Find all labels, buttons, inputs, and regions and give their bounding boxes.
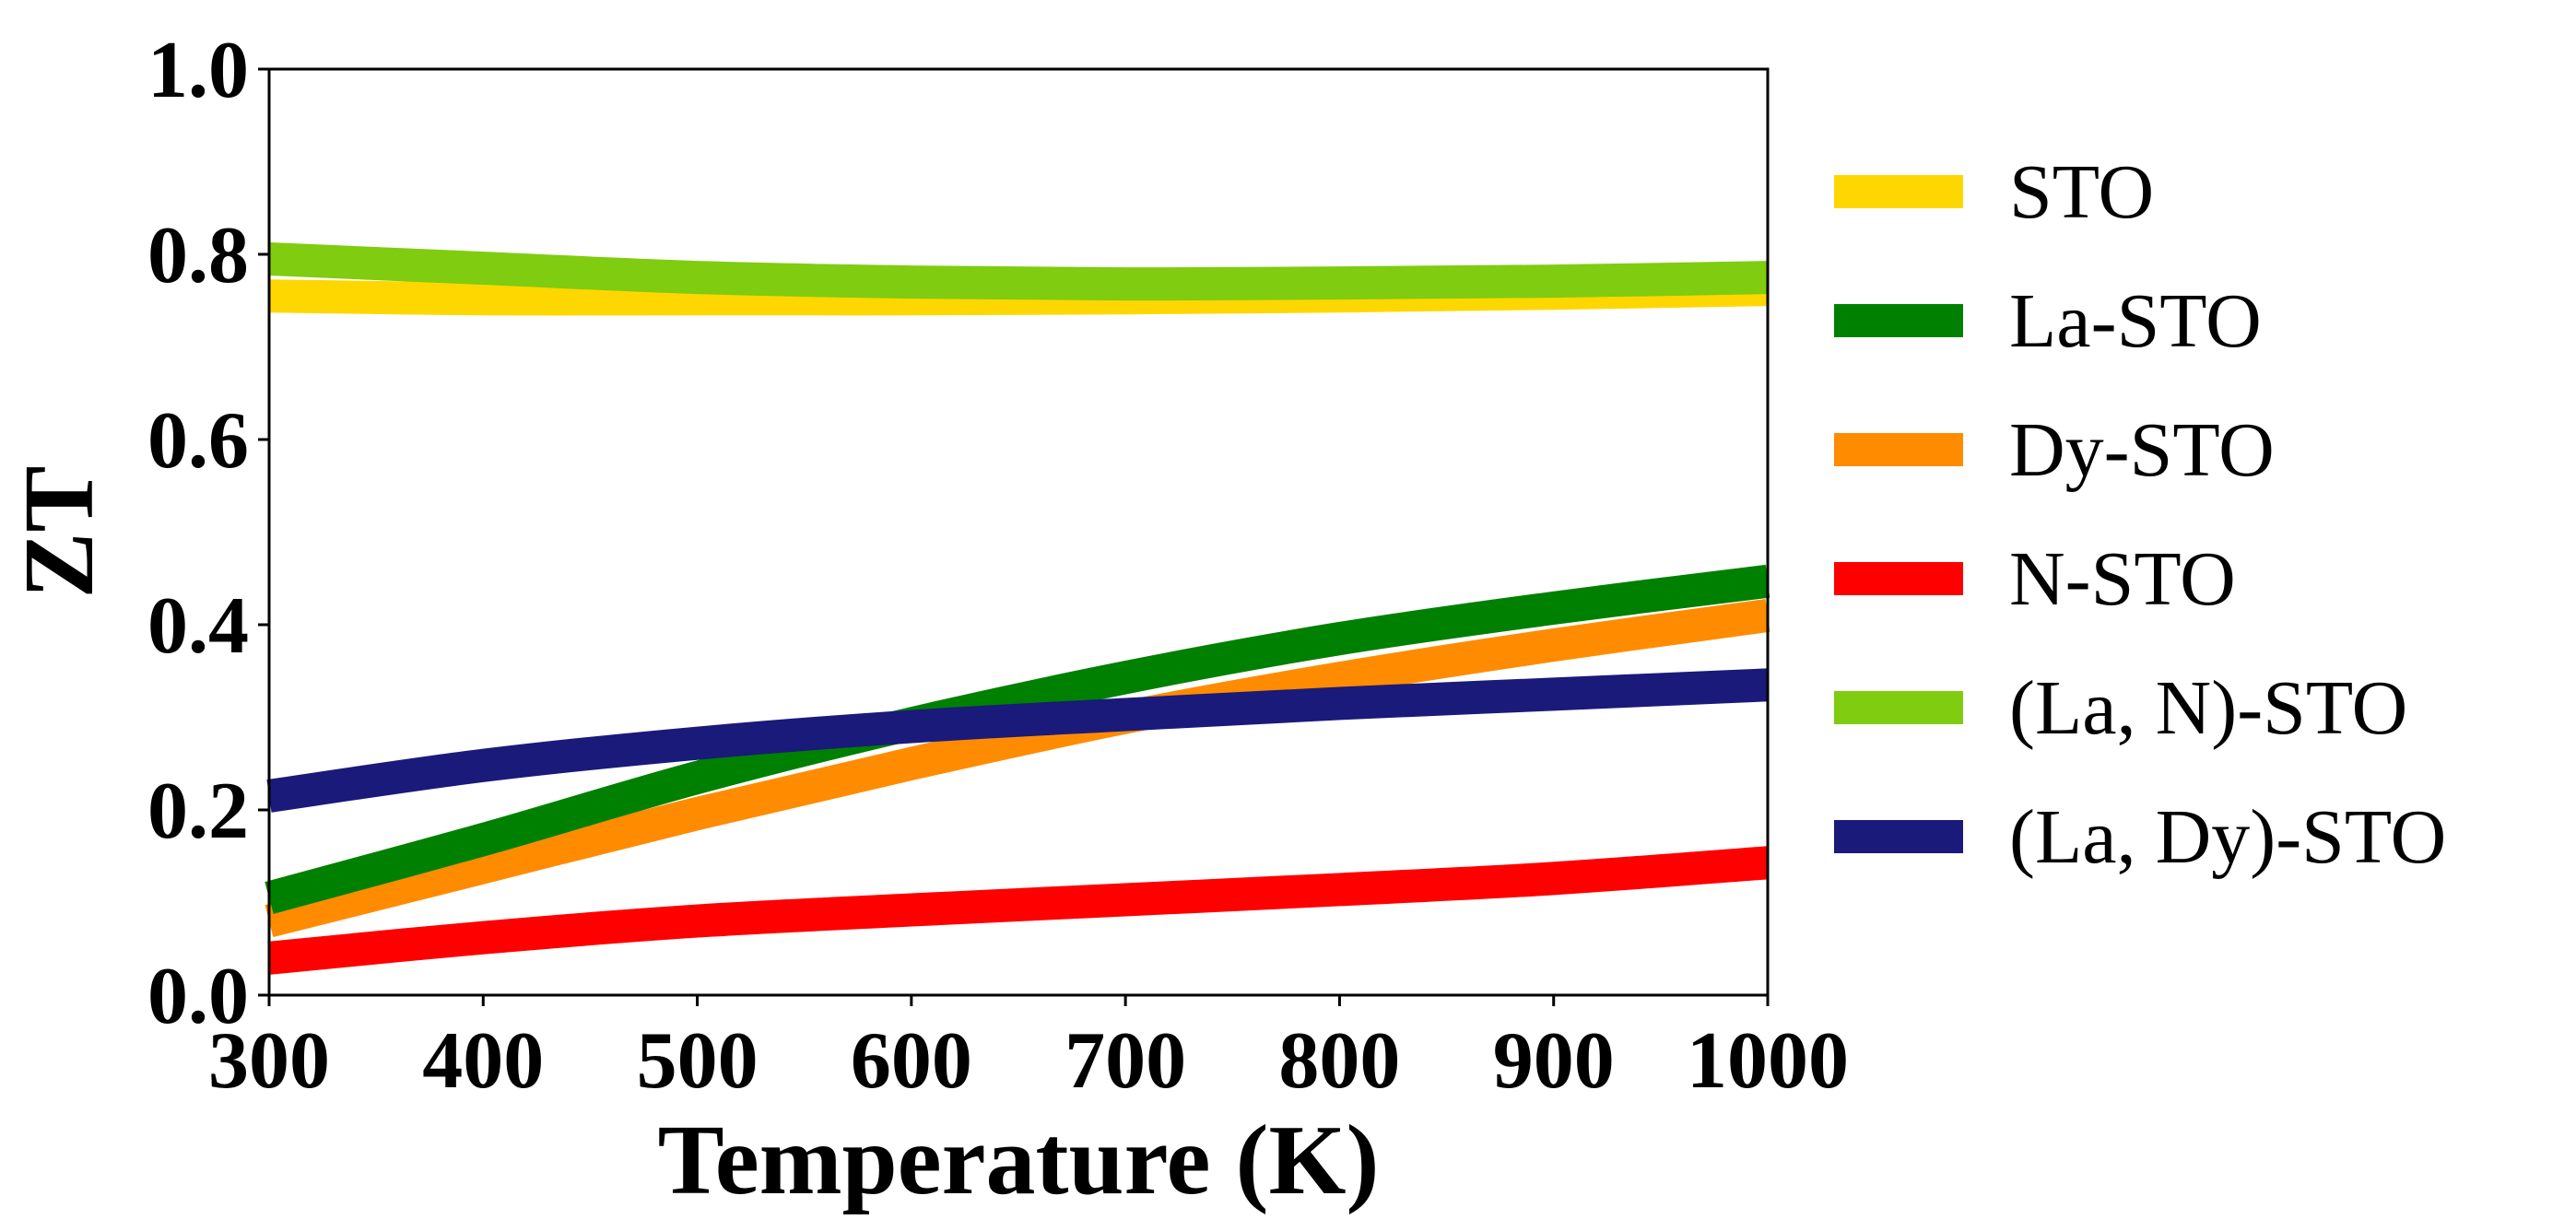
series-line-n-sto [267, 846, 1770, 975]
y-tick-label: 0.0 [147, 952, 249, 1041]
axis-ticks: 300 400 500 600 700 800 900 1000 0.0 0.2 0.4 0.6 0.8… [147, 26, 1849, 1106]
y-tick-label: 0.6 [147, 396, 249, 486]
y-tick-label: 0.4 [147, 581, 249, 671]
x-tick-label: 600 [851, 1016, 972, 1106]
y-tick-label: 0.2 [147, 767, 249, 856]
series-line-dy-sto [265, 599, 1770, 938]
series-line-la-n-sto [268, 242, 1769, 301]
legend-swatch-sto [1834, 175, 1963, 208]
x-tick-label: 800 [1278, 1016, 1400, 1106]
y-tick-label: 0.8 [147, 211, 249, 300]
x-axis-title: Temperature (K) [658, 1106, 1380, 1215]
x-tick-label: 300 [208, 1016, 330, 1106]
legend-swatch-dy-sto [1834, 433, 1963, 466]
x-tick-label: 500 [637, 1016, 759, 1106]
x-tick-label: 700 [1065, 1016, 1186, 1106]
series-line-la-dy-sto [266, 668, 1769, 813]
y-tick-label: 1.0 [147, 26, 249, 115]
x-tick-label: 1000 [1687, 1016, 1849, 1106]
legend-swatch-la-dy-sto [1834, 820, 1963, 853]
legend-label-n-sto: N-STO [2009, 536, 2236, 622]
series-layer [265, 242, 1770, 975]
plot-area-frame [267, 67, 1770, 997]
series-line-la-sto [265, 564, 1770, 914]
legend-label-la-dy-sto: (La, Dy)-STO [2009, 794, 2446, 880]
legend-label-la-sto: La-STO [2009, 278, 2262, 364]
legend-label-la-n-sto: (La, N)-STO [2009, 665, 2407, 751]
legend: STO La-STO Dy-STO N-STO (La, N)-STO (La, Dy)-… [1834, 149, 2446, 880]
y-axis-title: ZT [5, 465, 114, 598]
legend-swatch-la-sto [1834, 304, 1963, 337]
x-tick-label: 900 [1493, 1016, 1615, 1106]
x-tick-label: 400 [422, 1016, 544, 1106]
legend-swatch-la-n-sto [1834, 691, 1963, 724]
legend-label-dy-sto: Dy-STO [2009, 407, 2275, 493]
legend-swatch-n-sto [1834, 562, 1963, 595]
legend-label-sto: STO [2009, 149, 2154, 235]
